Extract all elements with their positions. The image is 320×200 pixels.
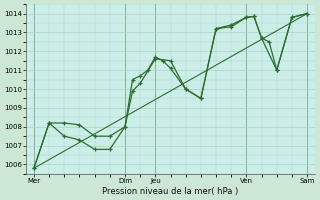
X-axis label: Pression niveau de la mer( hPa ): Pression niveau de la mer( hPa ) [102,187,239,196]
